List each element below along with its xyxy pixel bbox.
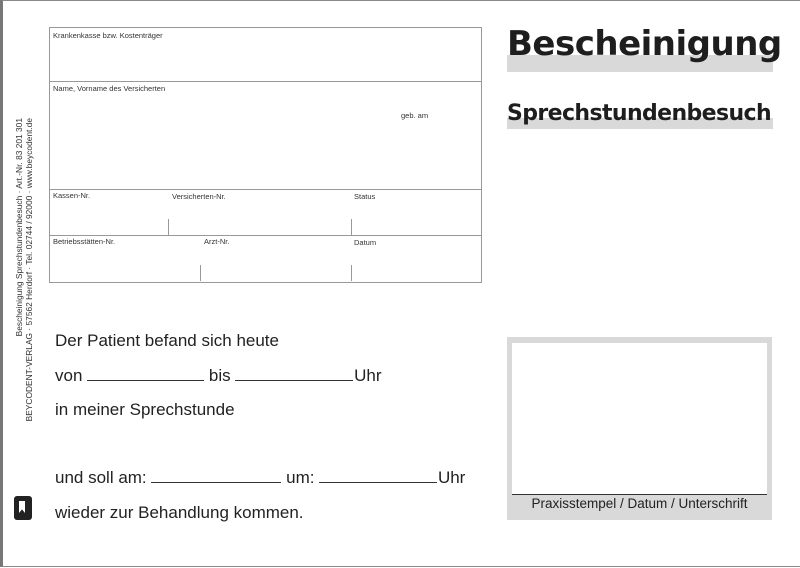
- divider: [50, 189, 481, 190]
- label-krankenkasse: Krankenkasse bzw. Kostenträger: [53, 31, 163, 40]
- insurance-form-box: Krankenkasse bzw. Kostenträger Name, Vor…: [49, 27, 482, 283]
- tick: [200, 265, 201, 281]
- text-line-1: Der Patient befand sich heute: [55, 331, 279, 350]
- tick: [351, 219, 352, 235]
- label-uhr: Uhr: [354, 366, 382, 385]
- publisher-logo: [14, 496, 32, 520]
- label-um: um:: [286, 468, 315, 487]
- von-time-field[interactable]: [87, 366, 205, 381]
- tick: [351, 265, 352, 281]
- page-title: Bescheinigung: [507, 24, 782, 64]
- next-appointment-line: und soll am: um: Uhr: [55, 468, 465, 488]
- tick: [168, 219, 169, 235]
- label-soll-am: und soll am:: [55, 468, 147, 487]
- label-geb-am: geb. am: [401, 111, 429, 120]
- label-betriebsstaetten-nr: Betriebsstätten-Nr.: [53, 237, 116, 246]
- page-subtitle: Sprechstundenbesuch: [507, 101, 772, 126]
- time-field[interactable]: [319, 468, 438, 483]
- label-von: von: [55, 366, 83, 385]
- time-range-line: von bis Uhr: [55, 366, 382, 386]
- sidebar-article-text: Bescheinigung Sprechstundenbesuch · Art.…: [14, 118, 24, 337]
- bis-time-field[interactable]: [235, 366, 354, 381]
- stamp-caption: Praxisstempel / Datum / Unterschrift: [531, 496, 748, 511]
- label-status: Status: [354, 192, 376, 201]
- sidebar-publisher-text: BEYCODENT-VERLAG · 57562 Herdorf · Tel. …: [24, 118, 34, 422]
- label-arzt-nr: Arzt-Nr.: [204, 237, 230, 246]
- label-uhr: Uhr: [437, 468, 466, 487]
- stamp-area[interactable]: [512, 343, 767, 495]
- divider: [50, 81, 481, 82]
- label-name: Name, Vorname des Versicherten: [53, 84, 166, 93]
- title-underlay: [507, 55, 773, 72]
- label-kassen-nr: Kassen-Nr.: [53, 191, 91, 200]
- label-datum: Datum: [354, 238, 377, 247]
- date-field[interactable]: [151, 468, 282, 483]
- label-versicherten-nr: Versicherten-Nr.: [172, 192, 226, 201]
- text-line-5: wieder zur Behandlung kommen.: [55, 503, 304, 522]
- subtitle-underlay: [507, 118, 773, 129]
- text-line-3: in meiner Sprechstunde: [55, 400, 235, 419]
- stamp-frame: Praxisstempel / Datum / Unterschrift: [507, 337, 772, 520]
- divider: [50, 235, 481, 236]
- label-bis: bis: [208, 366, 231, 385]
